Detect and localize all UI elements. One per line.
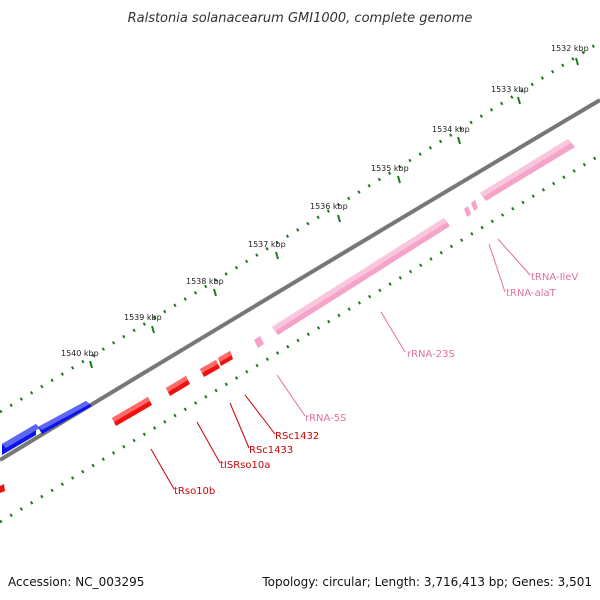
kbp-label: 1538 kbp: [186, 277, 224, 286]
kbp-labels: 1532 kbp 1533 kbp 1534 kbp 1535 kbp 1536…: [61, 44, 589, 358]
accession-text: Accession: NC_003295: [8, 575, 144, 589]
rna-features: [254, 139, 575, 348]
rna-alat[interactable]: [464, 206, 471, 217]
feature-label-rsc1433: RSc1433: [249, 445, 293, 456]
feature-label-tisrso10a: tISRso10a: [220, 460, 270, 471]
feature-label-rrna-23s: rRNA-23S: [407, 349, 455, 360]
feature-label-rsc1432: RSc1432: [275, 431, 319, 442]
kbp-label: 1539 kbp: [124, 313, 162, 322]
kbp-label: 1535 kbp: [371, 164, 409, 173]
feature-label-trna-alat: tRNA-alaT: [506, 288, 557, 299]
blue-genes: [2, 401, 92, 455]
map-title: Ralstonia solanacearum GMI1000, complete…: [128, 11, 473, 26]
topology-text: Topology: circular; Length: 3,716,413 bp…: [261, 575, 592, 589]
kbp-label: 1532 kbp: [551, 44, 589, 53]
red-gene[interactable]: [0, 484, 5, 493]
kbp-label: 1537 kbp: [248, 240, 286, 249]
rna-ilev[interactable]: [471, 200, 478, 211]
kbp-label: 1540 kbp: [61, 349, 99, 358]
kbp-label: 1536 kbp: [310, 202, 348, 211]
feature-labels: tRso10b tISRso10a RSc1433 RSc1432 rRNA-5…: [174, 272, 578, 497]
rna-5s[interactable]: [254, 336, 264, 348]
outer-major-ticks: [89, 57, 579, 369]
leader-lines: [150, 238, 531, 490]
kbp-label: 1534 kbp: [432, 125, 470, 134]
feature-label-trna-ilev: tRNA-IleV: [531, 272, 578, 283]
feature-label-rrna-5s: rRNA-5S: [305, 413, 346, 424]
kbp-label: 1533 kbp: [491, 85, 529, 94]
inner-tick-track: [0, 153, 600, 524]
feature-label-trso10b: tRso10b: [174, 486, 215, 497]
red-genes: [0, 351, 233, 493]
